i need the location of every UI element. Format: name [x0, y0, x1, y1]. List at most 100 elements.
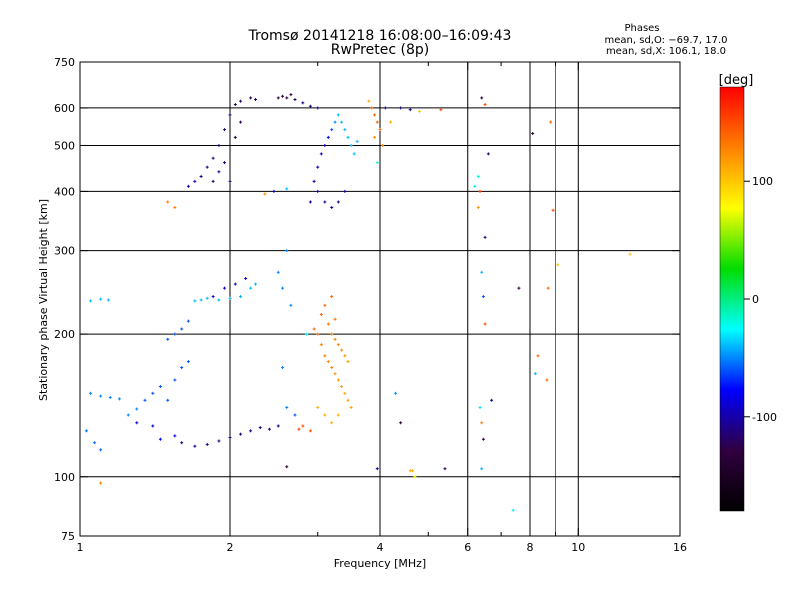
- data-point: [99, 297, 103, 301]
- data-point: [343, 354, 347, 358]
- data-point: [316, 189, 320, 193]
- plot-area: 1 2 4 6 8 10 16 75 100 200 300 400 500 600 750: [54, 56, 687, 554]
- data-point: [249, 96, 253, 100]
- data-point: [308, 200, 312, 204]
- data-point: [281, 366, 285, 370]
- data-point: [263, 192, 267, 196]
- data-point: [546, 286, 550, 290]
- data-point: [276, 424, 280, 428]
- data-point: [481, 437, 485, 441]
- data-point: [166, 398, 170, 402]
- data-point: [199, 298, 203, 302]
- data-point: [205, 165, 209, 169]
- data-point: [336, 113, 340, 117]
- data-point: [490, 398, 494, 402]
- data-point: [483, 235, 487, 239]
- data-point: [126, 413, 130, 417]
- data-point: [417, 109, 421, 113]
- data-point: [193, 444, 197, 448]
- data-point: [343, 128, 347, 132]
- data-point: [158, 385, 162, 389]
- data-point: [480, 467, 484, 471]
- x-tick-label: 10: [571, 541, 585, 554]
- data-point: [281, 286, 285, 290]
- data-point: [211, 295, 215, 299]
- data-point: [536, 354, 540, 358]
- data-point: [408, 108, 412, 112]
- x-tick-label: 8: [527, 541, 534, 554]
- data-point: [293, 413, 297, 417]
- data-point: [346, 360, 350, 364]
- data-point: [483, 322, 487, 326]
- data-point: [297, 427, 301, 431]
- data-point: [323, 143, 327, 147]
- data-point: [199, 175, 203, 179]
- data-point: [228, 113, 232, 117]
- data-point: [375, 161, 379, 165]
- data-point: [346, 398, 350, 402]
- data-point: [223, 128, 227, 132]
- data-point: [330, 421, 334, 425]
- data-point: [375, 120, 379, 124]
- legend-line: mean, sd,X: 106.1, 18.0: [606, 46, 726, 57]
- y-tick-label: 750: [54, 56, 75, 69]
- y-ticks: 75 100 200 300 400 500 600 750: [54, 56, 680, 543]
- data-point: [173, 332, 177, 336]
- data-point: [211, 179, 215, 183]
- data-point: [301, 424, 305, 428]
- data-point: [239, 99, 243, 103]
- data-point: [545, 378, 549, 382]
- data-point: [166, 337, 170, 341]
- data-point: [375, 467, 379, 471]
- data-point: [276, 270, 280, 274]
- data-point: [285, 96, 289, 100]
- data-point: [333, 372, 337, 376]
- data-point: [330, 295, 334, 299]
- data-point: [343, 391, 347, 395]
- data-point: [326, 360, 330, 364]
- data-point: [228, 296, 232, 300]
- data-point: [272, 189, 276, 193]
- data-point: [84, 429, 88, 433]
- data-point: [483, 103, 487, 107]
- y-tick-label: 75: [61, 530, 75, 543]
- data-point: [511, 508, 515, 512]
- data-point: [480, 96, 484, 100]
- data-point: [108, 395, 112, 399]
- data-point: [343, 189, 347, 193]
- y-tick-label: 100: [54, 471, 75, 484]
- data-point: [205, 442, 209, 446]
- data-point: [439, 108, 443, 112]
- colorbar-tick-label: -100: [752, 411, 777, 424]
- data-point: [336, 413, 340, 417]
- data-point: [316, 406, 320, 410]
- data-point: [312, 179, 316, 183]
- data-point: [389, 120, 393, 124]
- data-point: [276, 96, 280, 100]
- data-point: [180, 366, 184, 370]
- data-point: [476, 205, 480, 209]
- data-point: [193, 299, 197, 303]
- colorbar-ticks: 100 0 -100: [744, 175, 777, 424]
- data-point: [399, 106, 403, 110]
- data-point: [99, 394, 103, 398]
- data-point: [267, 427, 271, 431]
- x-tick-label: 16: [673, 541, 687, 554]
- data-point: [253, 282, 257, 286]
- data-point: [135, 421, 139, 425]
- data-point: [233, 103, 237, 107]
- data-point: [473, 184, 477, 188]
- data-point: [289, 303, 293, 307]
- data-point: [249, 286, 253, 290]
- data-point: [99, 448, 103, 452]
- data-point: [151, 391, 155, 395]
- data-point: [326, 322, 330, 326]
- data-point: [253, 98, 257, 102]
- data-point: [478, 406, 482, 410]
- data-point: [323, 413, 327, 417]
- data-point: [330, 128, 334, 132]
- data-point: [394, 391, 398, 395]
- data-point: [151, 424, 155, 428]
